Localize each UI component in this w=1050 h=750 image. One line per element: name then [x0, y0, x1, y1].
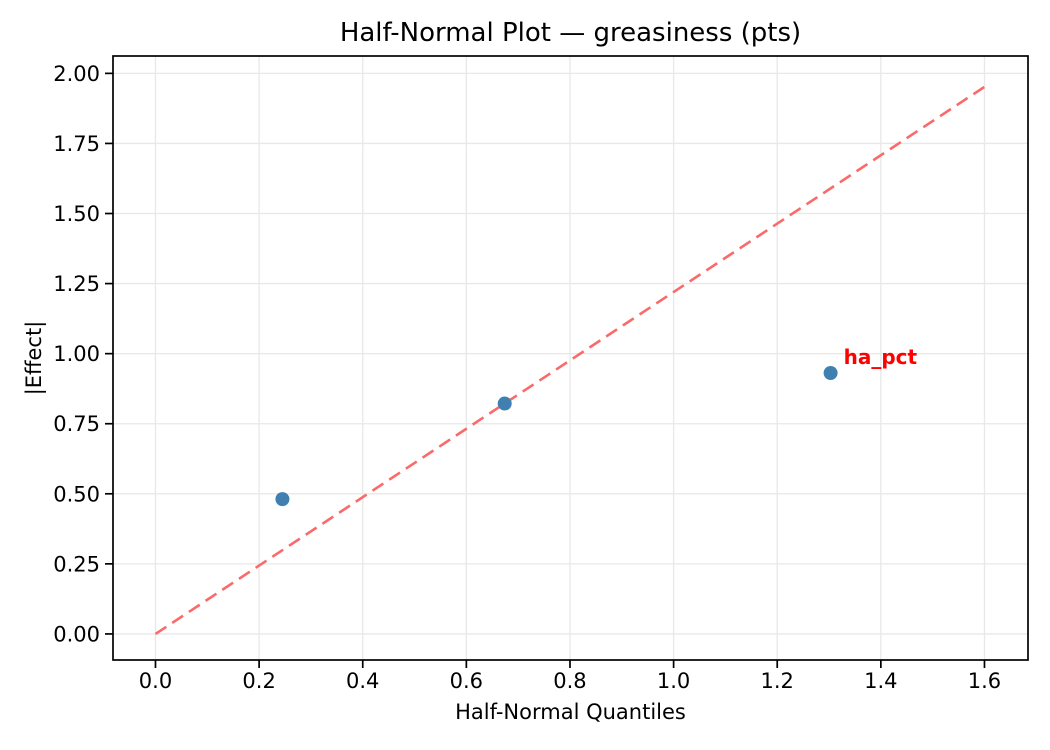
data-point — [823, 365, 838, 380]
y-tick-label: 1.25 — [53, 272, 100, 296]
y-axis-label: |Effect| — [22, 320, 46, 396]
y-tick-label: 0.00 — [53, 622, 100, 646]
x-tick-label: 1.2 — [761, 669, 794, 693]
x-tick-label: 0.0 — [139, 669, 172, 693]
y-tick-label: 1.50 — [53, 202, 100, 226]
chart-title: Half-Normal Plot — greasiness (pts) — [339, 18, 802, 48]
x-tick-label: 0.6 — [450, 669, 483, 693]
reference-line — [154, 84, 988, 636]
y-tick-label: 2.00 — [53, 62, 100, 86]
data-point — [497, 396, 512, 411]
y-tick-label: 0.75 — [53, 412, 100, 436]
y-tick-label: 0.50 — [53, 482, 100, 506]
x-tick-label: 1.6 — [968, 669, 1001, 693]
y-tick-label: 0.25 — [53, 552, 100, 576]
x-tick-label: 0.2 — [242, 669, 275, 693]
x-tick-label: 1.0 — [657, 669, 690, 693]
x-axis-label: Half-Normal Quantiles — [455, 700, 686, 724]
x-tick-label: 1.4 — [864, 669, 897, 693]
data-point — [275, 492, 290, 507]
point-annotation: ha_pct — [844, 345, 918, 369]
x-tick-label: 0.8 — [553, 669, 586, 693]
y-tick-label: 1.00 — [53, 342, 100, 366]
y-tick-label: 1.75 — [53, 132, 100, 156]
x-tick-label: 0.4 — [346, 669, 379, 693]
